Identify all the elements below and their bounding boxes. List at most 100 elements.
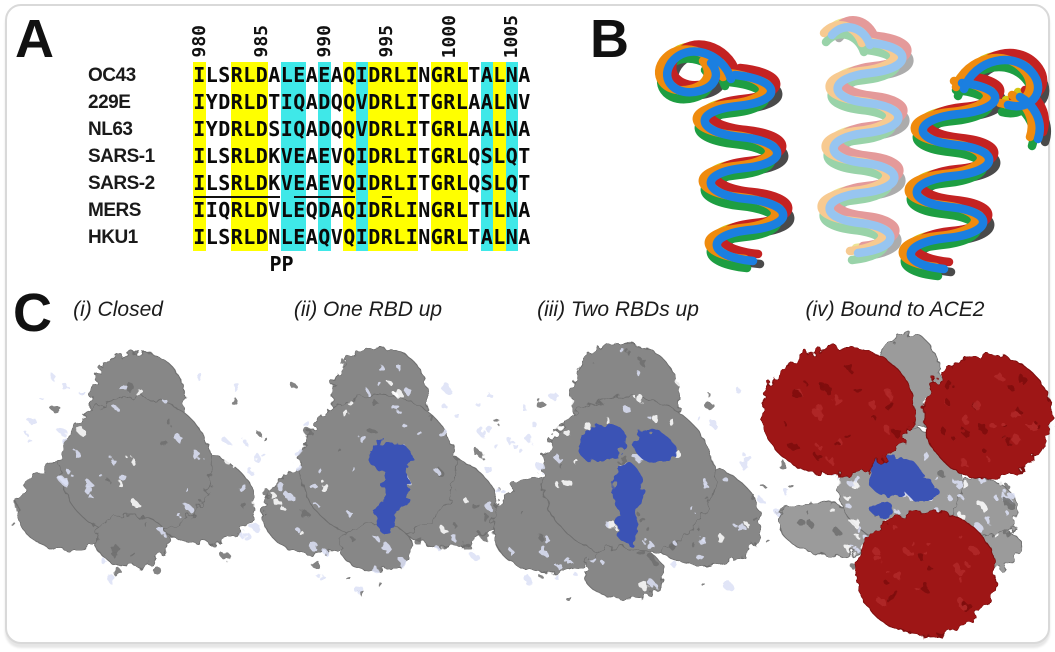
surface-speckle	[1005, 532, 1011, 538]
surface-speckle	[1007, 383, 1014, 390]
residue-cell: I	[193, 197, 206, 224]
residue-cell: R	[443, 143, 456, 170]
residue-cell: A	[518, 117, 531, 141]
surface-speckle	[296, 528, 301, 533]
surface-speckle	[496, 446, 501, 452]
residue-cell: R	[443, 89, 456, 116]
surface-speckle	[1004, 510, 1009, 515]
surface-speckle	[964, 561, 968, 566]
surface-speckle	[165, 418, 172, 425]
residue-cell: L	[455, 89, 468, 116]
surface-speckle	[451, 535, 458, 542]
residue-cell: D	[218, 117, 231, 141]
surface-speckle	[833, 528, 841, 536]
residue-cell: Q	[293, 116, 306, 143]
residue-cell: D	[255, 143, 268, 170]
surface-speckle	[536, 462, 545, 471]
surface-speckle	[544, 537, 552, 545]
surface-speckle	[926, 542, 931, 547]
residue-cell: Q	[343, 143, 356, 170]
underline-bar	[381, 195, 392, 198]
surface-speckle	[558, 598, 563, 603]
residue-cell: K	[268, 171, 281, 195]
residue-cell: L	[205, 63, 218, 87]
surface-speckle	[832, 395, 841, 405]
residue-cell: A	[480, 224, 493, 251]
helix-tube	[832, 26, 914, 261]
residue-cell: E	[318, 170, 331, 197]
surface-speckle	[935, 507, 939, 512]
residue-cell: N	[505, 116, 518, 143]
surface-speckle	[874, 555, 882, 563]
surface-speckle	[986, 517, 993, 525]
surface-speckle	[482, 514, 490, 522]
surface-speckle	[564, 594, 571, 601]
surface-speckle	[253, 453, 261, 462]
surface-speckle	[606, 520, 616, 530]
surface-speckle	[319, 470, 324, 475]
surface-speckle	[935, 477, 939, 481]
residue-cell: Q	[293, 89, 306, 116]
surface-speckle	[388, 381, 393, 386]
surface-speckle	[290, 382, 297, 389]
ruler-label-1000: 1000	[439, 6, 460, 58]
surface-speckle	[753, 517, 759, 523]
surface-speckle	[733, 469, 738, 474]
surface-blob	[923, 354, 1053, 480]
residue-cell: D	[255, 62, 268, 89]
residue-cell: L	[280, 197, 293, 224]
surface-speckle	[563, 428, 570, 436]
surface-speckle	[257, 431, 262, 436]
surface-speckle	[978, 423, 987, 433]
surface-speckle	[337, 448, 342, 453]
surface-speckle	[999, 480, 1006, 487]
caption-one-rbd-up: (ii) One RBD up	[293, 298, 443, 321]
surface-speckle	[21, 467, 27, 473]
surface-speckle	[287, 372, 293, 378]
surface-speckle	[979, 503, 988, 511]
surface-speckle	[695, 553, 703, 560]
ruler-label-980: 980	[189, 6, 210, 58]
surface-speckle	[372, 566, 379, 574]
surface-speckle	[952, 436, 956, 441]
surface-speckle	[119, 383, 128, 392]
residue-cell: L	[280, 62, 293, 89]
surface-speckle	[266, 542, 273, 550]
residue-cell: N	[505, 197, 518, 224]
surface-speckle	[637, 515, 644, 522]
residue-cell: A	[305, 144, 318, 168]
surface-speckle	[224, 458, 230, 464]
surface-speckle	[575, 460, 580, 466]
surface-speckle	[416, 430, 422, 436]
surface-speckle	[119, 473, 127, 481]
surface-speckle	[393, 392, 398, 397]
surface-speckle	[744, 522, 749, 527]
residue-cell: D	[318, 89, 331, 116]
surface-speckle	[48, 383, 55, 391]
surface-speckle	[394, 390, 404, 399]
surface-speckle	[956, 575, 961, 580]
surface-speckle	[690, 507, 694, 511]
surface-speckle	[27, 438, 32, 444]
residue-cell: Q	[505, 143, 518, 170]
surface-speckle	[290, 552, 296, 558]
residue-cell: S	[480, 143, 493, 170]
residue-cell: R	[380, 224, 393, 251]
surface-speckle	[228, 396, 237, 404]
residue-cell: L	[393, 197, 406, 224]
surface-speckle	[589, 556, 596, 563]
surface-speckle	[847, 480, 854, 487]
residue-cell: A	[305, 90, 318, 114]
surface-speckle	[559, 465, 564, 469]
surface-speckle	[441, 383, 451, 393]
surface-speckle	[525, 434, 533, 443]
surface-speckle	[495, 419, 501, 425]
surface-speckle	[599, 559, 604, 564]
surface-speckle	[510, 392, 514, 396]
surface-speckle	[349, 535, 355, 541]
surface-speckle	[376, 381, 382, 386]
residue-cell: D	[318, 197, 331, 224]
surface-speckle	[749, 493, 755, 499]
surface-speckle	[739, 460, 749, 470]
residue-cell: T	[518, 171, 531, 195]
